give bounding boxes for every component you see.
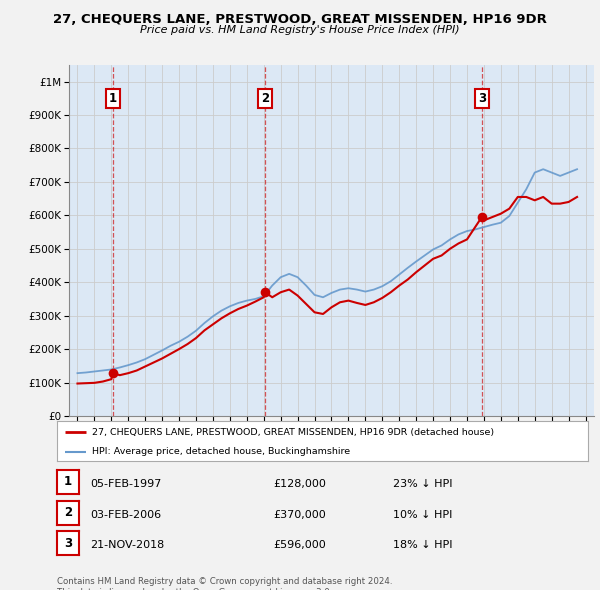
Text: 27, CHEQUERS LANE, PRESTWOOD, GREAT MISSENDEN, HP16 9DR: 27, CHEQUERS LANE, PRESTWOOD, GREAT MISS… (53, 13, 547, 26)
Text: 10% ↓ HPI: 10% ↓ HPI (393, 510, 452, 520)
Text: 3: 3 (64, 537, 72, 550)
Text: 1: 1 (64, 476, 72, 489)
Text: 23% ↓ HPI: 23% ↓ HPI (393, 479, 452, 489)
Text: £596,000: £596,000 (273, 540, 326, 550)
Text: £128,000: £128,000 (273, 479, 326, 489)
Text: 03-FEB-2006: 03-FEB-2006 (90, 510, 161, 520)
Text: This data is licensed under the Open Government Licence v3.0.: This data is licensed under the Open Gov… (57, 588, 332, 590)
Text: Price paid vs. HM Land Registry's House Price Index (HPI): Price paid vs. HM Land Registry's House … (140, 25, 460, 35)
Text: 2: 2 (261, 92, 269, 105)
Text: Contains HM Land Registry data © Crown copyright and database right 2024.: Contains HM Land Registry data © Crown c… (57, 576, 392, 585)
Text: 21-NOV-2018: 21-NOV-2018 (90, 540, 164, 550)
Text: HPI: Average price, detached house, Buckinghamshire: HPI: Average price, detached house, Buck… (92, 447, 350, 456)
Text: 1: 1 (109, 92, 117, 105)
Text: 2: 2 (64, 506, 72, 519)
Text: 05-FEB-1997: 05-FEB-1997 (90, 479, 161, 489)
Text: 3: 3 (478, 92, 486, 105)
Text: 27, CHEQUERS LANE, PRESTWOOD, GREAT MISSENDEN, HP16 9DR (detached house): 27, CHEQUERS LANE, PRESTWOOD, GREAT MISS… (92, 428, 494, 437)
Text: 18% ↓ HPI: 18% ↓ HPI (393, 540, 452, 550)
Text: £370,000: £370,000 (273, 510, 326, 520)
